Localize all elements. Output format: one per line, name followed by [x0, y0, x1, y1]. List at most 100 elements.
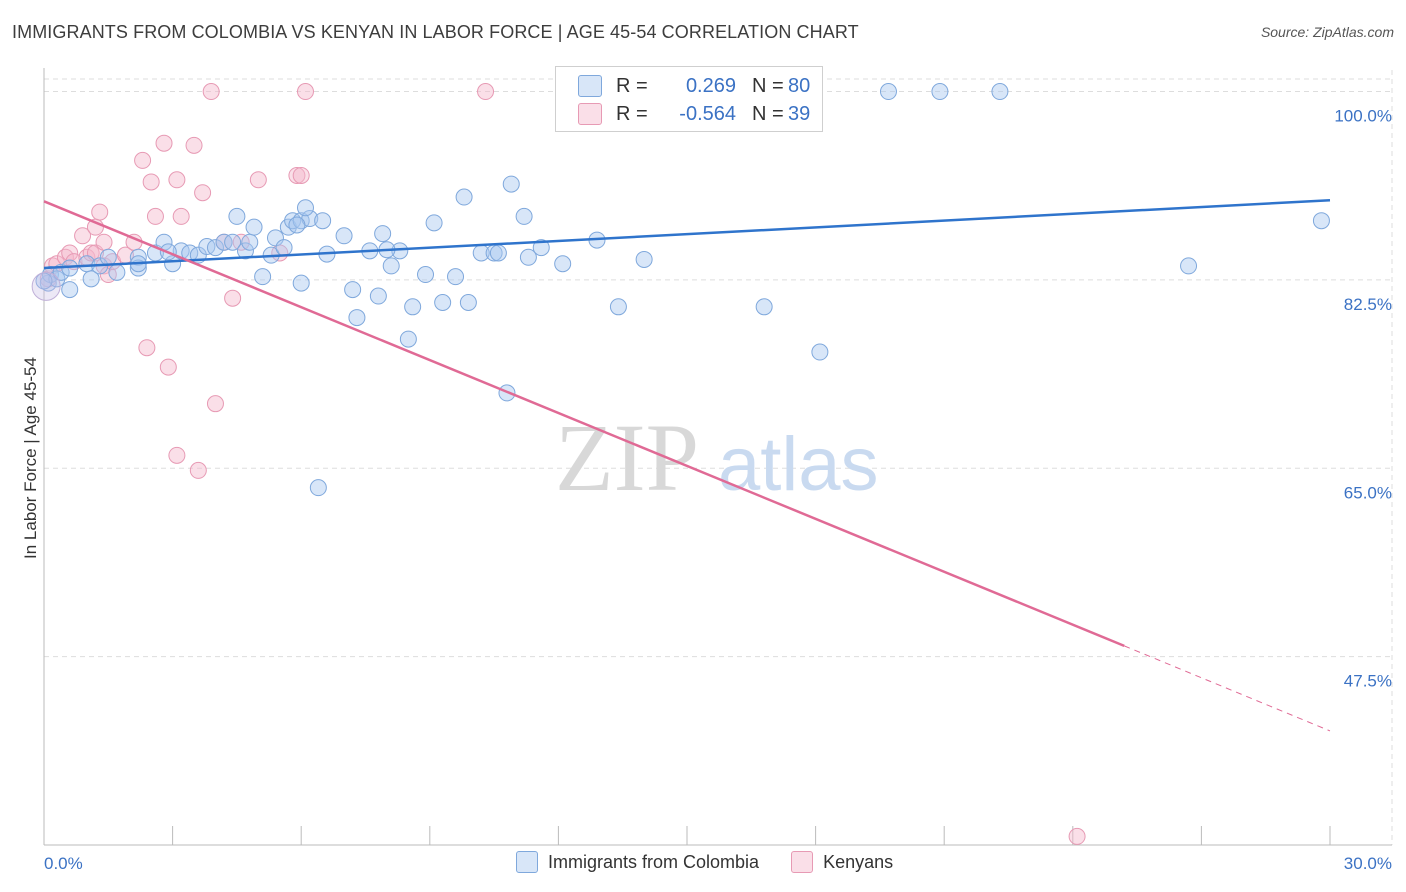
chart-title: IMMIGRANTS FROM COLOMBIA VS KENYAN IN LA… — [12, 22, 859, 42]
kenyans-point — [168, 446, 186, 464]
x-tick-label-max: 30.0% — [1344, 854, 1392, 873]
colombia-point — [314, 212, 332, 230]
series-legend: Immigrants from Colombia Kenyans — [516, 851, 925, 873]
colombia-point — [447, 268, 465, 286]
kenyans-trend-extension — [1124, 645, 1331, 732]
colombia-point — [1312, 212, 1330, 230]
kenyans-point — [172, 207, 190, 225]
colombia-point — [348, 309, 366, 327]
colombia-point — [879, 83, 897, 101]
colombia-point — [228, 207, 246, 225]
kenyans-point — [74, 227, 92, 245]
kenyans-point — [82, 244, 100, 262]
stats-legend: R = 0.269 N = 80 R = -0.564 N = 39 — [555, 66, 823, 132]
legend-item-colombia[interactable]: Immigrants from Colombia — [516, 851, 759, 873]
kenyans-point — [224, 289, 242, 307]
kenyans-point — [159, 358, 177, 376]
kenyans-point — [292, 166, 310, 184]
colombia-swatch — [578, 75, 602, 97]
kenyans-point — [168, 171, 186, 189]
colombia-point — [236, 242, 254, 260]
colombia-point — [224, 233, 242, 251]
stats-row-colombia: R = 0.269 N = 80 — [578, 72, 810, 100]
kenyans-point — [138, 339, 156, 357]
n-value: 39 — [788, 102, 811, 125]
kenyans-point — [155, 134, 173, 152]
kenyans-point — [249, 171, 267, 189]
r-label: R = — [616, 102, 648, 125]
colombia-point — [99, 248, 117, 266]
kenyans-point — [206, 395, 224, 413]
kenyans-point — [95, 233, 113, 251]
kenyans-point — [185, 136, 203, 154]
colombia-point — [206, 239, 224, 257]
kenyans-point — [142, 173, 160, 191]
colombia-point — [609, 298, 627, 316]
kenyans-swatch — [791, 851, 814, 873]
tick-labels: 47.5% 65.0% 82.5% 100.0% 0.0% 30.0% — [44, 107, 1392, 873]
stats-row-kenyans: R = -0.564 N = 39 — [578, 100, 810, 128]
y-tick-label: 65.0% — [1344, 483, 1392, 502]
trend-lines — [43, 198, 1331, 732]
colombia-trend-line — [43, 198, 1331, 270]
colombia-point — [335, 227, 353, 245]
y-tick-label: 100.0% — [1334, 107, 1392, 126]
n-label: N = — [752, 102, 784, 125]
colombia-point — [288, 216, 306, 234]
colombia-point — [991, 83, 1009, 101]
legend-item-kenyans[interactable]: Kenyans — [791, 851, 893, 873]
colombia-point — [245, 218, 263, 236]
colombia-point — [519, 248, 537, 266]
colombia-point — [275, 239, 293, 257]
colombia-point — [309, 479, 327, 497]
colombia-point — [404, 298, 422, 316]
kenyans-point — [296, 83, 314, 101]
colombia-point — [515, 207, 533, 225]
colombia-point — [554, 255, 572, 273]
n-label: N = — [752, 74, 784, 97]
kenyans-point — [189, 461, 207, 479]
colombia-point — [241, 233, 259, 251]
x-tick-label-min: 0.0% — [44, 854, 83, 873]
r-label: R = — [616, 74, 648, 97]
y-tick-label: 47.5% — [1344, 672, 1392, 691]
kenyans-point — [232, 233, 250, 251]
kenyans-point — [146, 207, 164, 225]
watermark-atlas: atlas — [718, 422, 879, 507]
kenyans-point — [194, 184, 212, 202]
kenyans-point — [1068, 827, 1086, 845]
legend-label: Kenyans — [823, 851, 894, 872]
kenyans-point — [134, 151, 152, 169]
colombia-point — [266, 229, 284, 247]
grid-lines — [44, 70, 1393, 845]
colombia-point — [1180, 257, 1198, 275]
colombia-point — [489, 244, 507, 262]
kenyans-swatch — [578, 103, 602, 125]
colombia-point — [61, 281, 79, 299]
y-tick-label: 82.5% — [1344, 295, 1392, 314]
colombia-point — [417, 266, 435, 284]
colombia-point — [82, 270, 100, 288]
colombia-point — [382, 257, 400, 275]
legend-label: Immigrants from Colombia — [548, 851, 760, 872]
kenyans-point — [477, 83, 495, 101]
colombia-point — [254, 268, 272, 286]
y-axis-label: In Labor Force | Age 45-54 — [21, 357, 40, 559]
source-label: Source: ZipAtlas.com — [1260, 24, 1394, 40]
colombia-point — [755, 298, 773, 316]
kenyans-trend-line — [43, 200, 1125, 648]
colombia-swatch — [516, 851, 538, 873]
colombia-point — [459, 294, 477, 311]
colombia-point — [502, 175, 520, 193]
colombia-point — [425, 214, 443, 232]
colombia-point — [369, 287, 387, 305]
colombia-point — [434, 294, 452, 311]
r-value: -0.564 — [679, 102, 736, 125]
colombia-point — [108, 263, 126, 281]
axes — [43, 68, 1392, 846]
r-value: 0.269 — [685, 74, 736, 97]
colombia-point — [532, 239, 550, 257]
colombia-point — [374, 225, 392, 243]
colombia-point — [296, 199, 314, 217]
colombia-point — [344, 281, 362, 299]
